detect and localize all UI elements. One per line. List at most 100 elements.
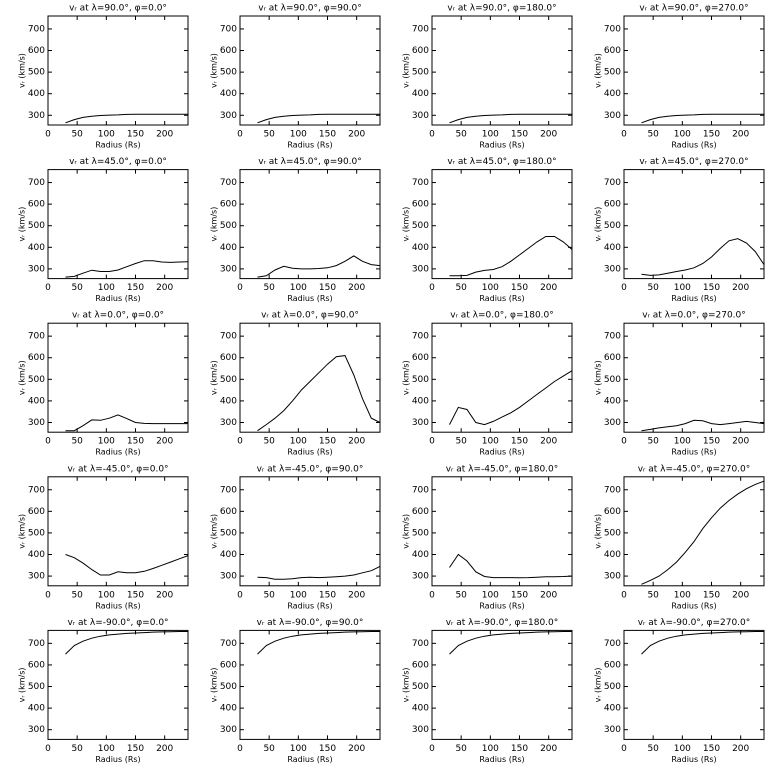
y-tick-label: 300 xyxy=(412,725,429,735)
y-axis-label: vᵣ (km/s) xyxy=(18,360,27,395)
x-tick-label: 100 xyxy=(290,130,307,140)
x-tick-label: 50 xyxy=(263,283,275,293)
x-tick-label: 150 xyxy=(703,744,720,754)
x-tick-label: 150 xyxy=(511,437,528,447)
data-line xyxy=(257,255,381,278)
y-tick-label: 500 xyxy=(412,682,429,692)
x-tick-label: 0 xyxy=(237,744,243,754)
x-tick-label: 200 xyxy=(540,437,557,447)
x-tick-label: 100 xyxy=(482,437,499,447)
data-line xyxy=(257,355,381,432)
x-axis-label: Radius (Rs) xyxy=(95,601,140,610)
x-axis-label: Radius (Rs) xyxy=(95,294,140,303)
chart-title: vᵣ at λ=-90.0°, φ=90.0° xyxy=(257,618,364,628)
y-tick-label: 300 xyxy=(604,264,621,274)
x-tick-label: 100 xyxy=(674,130,691,140)
x-tick-label: 100 xyxy=(98,744,115,754)
y-tick-label: 500 xyxy=(220,528,237,538)
y-tick-label: 500 xyxy=(604,682,621,692)
y-tick-label: 700 xyxy=(604,24,621,34)
x-axis-label: Radius (Rs) xyxy=(671,601,716,610)
x-tick-label: 150 xyxy=(703,590,720,600)
y-tick-label: 400 xyxy=(604,396,621,406)
y-tick-label: 600 xyxy=(412,353,429,363)
y-tick-label: 500 xyxy=(220,68,237,78)
y-tick-label: 300 xyxy=(220,111,237,121)
y-tick-label: 700 xyxy=(220,639,237,649)
y-axis-label: vᵣ (km/s) xyxy=(594,207,603,242)
data-line xyxy=(65,554,189,576)
y-axis-label: vᵣ (km/s) xyxy=(18,207,27,242)
data-line xyxy=(257,565,381,580)
x-tick-label: 150 xyxy=(511,283,528,293)
chart-title: vᵣ at λ=-45.0°, φ=0.0° xyxy=(67,464,168,474)
plot-frame xyxy=(47,15,189,126)
x-axis-label: Radius (Rs) xyxy=(671,448,716,457)
data-line xyxy=(65,414,188,432)
x-tick-label: 50 xyxy=(647,437,659,447)
data-line xyxy=(449,236,573,277)
y-tick-label: 400 xyxy=(604,704,621,714)
x-tick-label: 50 xyxy=(71,590,83,600)
x-tick-label: 100 xyxy=(674,590,691,600)
x-tick-label: 200 xyxy=(156,744,173,754)
y-tick-label: 500 xyxy=(220,375,237,385)
y-tick-label: 700 xyxy=(604,485,621,495)
x-tick-label: 50 xyxy=(455,130,467,140)
y-tick-label: 700 xyxy=(28,639,45,649)
y-axis-label: vᵣ (km/s) xyxy=(210,53,219,88)
y-tick-label: 600 xyxy=(604,200,621,210)
y-tick-label: 600 xyxy=(28,660,45,670)
x-tick-label: 50 xyxy=(647,590,659,600)
y-axis-label: vᵣ (km/s) xyxy=(402,207,411,242)
x-tick-label: 200 xyxy=(540,590,557,600)
x-tick-label: 50 xyxy=(263,590,275,600)
x-tick-label: 200 xyxy=(732,744,749,754)
data-line xyxy=(449,113,572,124)
x-axis-label: Radius (Rs) xyxy=(479,448,524,457)
x-axis-label: Radius (Rs) xyxy=(287,294,332,303)
y-tick-label: 300 xyxy=(28,418,45,428)
y-tick-label: 300 xyxy=(412,418,429,428)
y-axis-label: vᵣ (km/s) xyxy=(594,514,603,549)
x-tick-label: 150 xyxy=(127,130,144,140)
y-tick-label: 700 xyxy=(220,485,237,495)
x-axis-label: Radius (Rs) xyxy=(671,141,716,150)
chart-title: vᵣ at λ=-45.0°, φ=90.0° xyxy=(257,464,364,474)
data-line xyxy=(65,113,188,124)
y-tick-label: 400 xyxy=(220,396,237,406)
y-tick-label: 600 xyxy=(412,660,429,670)
plot-frame xyxy=(623,322,765,433)
x-axis-label: Radius (Rs) xyxy=(479,294,524,303)
y-tick-label: 300 xyxy=(220,264,237,274)
plot-frame xyxy=(431,15,573,126)
x-tick-label: 0 xyxy=(429,130,435,140)
y-axis-label: vᵣ (km/s) xyxy=(210,667,219,702)
x-tick-label: 200 xyxy=(156,437,173,447)
y-tick-label: 700 xyxy=(604,639,621,649)
y-tick-label: 700 xyxy=(412,639,429,649)
y-tick-label: 600 xyxy=(604,507,621,517)
y-axis-label: vᵣ (km/s) xyxy=(18,667,27,702)
chart-title: vᵣ at λ=45.0°, φ=0.0° xyxy=(69,157,167,167)
y-tick-label: 300 xyxy=(28,264,45,274)
y-tick-label: 500 xyxy=(604,528,621,538)
y-tick-label: 300 xyxy=(220,572,237,582)
x-tick-label: 100 xyxy=(674,744,691,754)
data-line xyxy=(641,238,765,276)
data-line xyxy=(65,260,189,278)
y-axis-label: vᵣ (km/s) xyxy=(402,53,411,88)
chart-title: vᵣ at λ=0.0°, φ=0.0° xyxy=(72,311,164,321)
x-tick-label: 200 xyxy=(540,283,557,293)
y-tick-label: 600 xyxy=(412,507,429,517)
x-tick-label: 50 xyxy=(455,744,467,754)
x-tick-label: 0 xyxy=(45,437,51,447)
x-tick-label: 0 xyxy=(45,283,51,293)
x-tick-label: 150 xyxy=(127,283,144,293)
y-tick-label: 700 xyxy=(220,332,237,342)
x-tick-label: 50 xyxy=(455,590,467,600)
x-tick-label: 200 xyxy=(348,437,365,447)
y-tick-label: 500 xyxy=(28,221,45,231)
plot-frame xyxy=(47,169,189,280)
x-tick-label: 0 xyxy=(237,283,243,293)
